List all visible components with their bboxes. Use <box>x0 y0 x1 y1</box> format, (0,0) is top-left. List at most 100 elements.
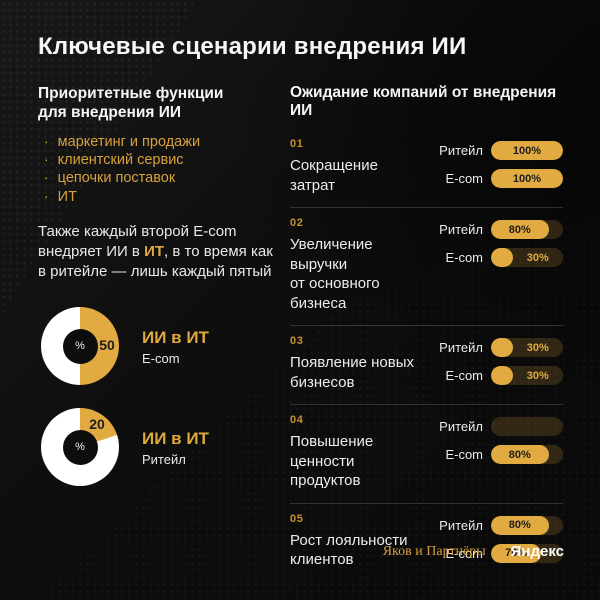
priority-functions-section: Приоритетные функции для внедрения ИИ · м… <box>38 84 278 281</box>
expectation-bars: Ритейл 100% E-com 100% <box>431 141 563 195</box>
expectation-title: Рост лояльности клиентов <box>290 531 408 569</box>
bar-series-label: E-com <box>445 447 483 462</box>
bar-fill <box>491 366 513 385</box>
expectation-number: 02 <box>290 217 304 229</box>
expectation-number: 04 <box>290 414 304 426</box>
x-separator-icon: × <box>494 544 502 559</box>
bar-row: E-com 30% <box>431 248 563 267</box>
list-item-label: ИТ <box>57 188 77 205</box>
donut-chart-ecom: % 50 ИИ в ИТ E-com <box>41 307 281 387</box>
donut-value: 50 <box>99 337 115 353</box>
bar-fill: 100% <box>491 169 563 188</box>
expectation-text: 05 Рост лояльности клиентов <box>290 513 431 570</box>
bar-row: E-com 80% <box>431 445 563 464</box>
donut-ring: % <box>41 408 119 486</box>
expectation-bars: Ритейл 30% E-com 30% <box>431 338 563 392</box>
bar-row: Ритейл <box>431 417 563 436</box>
expectation-number: 05 <box>290 512 304 525</box>
bar-series-label: E-com <box>445 368 483 383</box>
bar-row: E-com 70% <box>431 543 563 563</box>
expectation-number: 03 <box>290 335 304 347</box>
expectation-text: 04 Повышение ценности продуктов <box>290 414 431 491</box>
bar-pill <box>491 417 563 436</box>
expectation-number: 01 <box>290 138 304 150</box>
footer-brands: Яков и Партнёры × Яндекс <box>383 543 564 560</box>
expectation-text: 02 Увеличение выручки от основного бизне… <box>290 217 431 313</box>
bullet-dot: · <box>44 169 49 186</box>
expectation-item: 01 Сокращение затрат Ритейл 100% E-com 100% <box>290 129 563 208</box>
bar-pill: 70% <box>491 543 563 563</box>
bar-value: 80% <box>508 448 531 461</box>
page-title: Ключевые сценарии внедрения ИИ <box>38 33 467 60</box>
bar-value: 30% <box>526 251 549 264</box>
bar-row: E-com 100% <box>431 169 563 188</box>
bar-row: E-com 30% <box>431 366 563 385</box>
bar-value: 70% <box>505 547 528 559</box>
note-text: , в то время как в ритейле — лишь каждый… <box>38 242 273 280</box>
bullet-dot: · <box>44 187 49 204</box>
bar-series-label: E-com <box>445 250 483 265</box>
list-item-label: маркетинг и продажи <box>57 133 201 150</box>
bullet-dot: · <box>44 151 49 168</box>
priority-functions-list: · маркетинг и продажи · клиентский сервис … <box>38 133 278 206</box>
partner-logo: Яков и Партнёры <box>382 543 486 559</box>
bar-row: Ритейл 30% <box>431 338 563 357</box>
donut-ring: % <box>41 307 119 385</box>
expectation-title: Появление новых бизнесов <box>290 354 415 391</box>
expectation-item: 03 Появление новых бизнесов Ритейл 30% E-c… <box>290 326 563 405</box>
bar-pill: 80% <box>491 220 563 239</box>
expectation-title: Увеличение выручки от основного бизнеса <box>290 236 380 312</box>
bar-fill: 70% <box>491 543 542 563</box>
expectation-bars: Ритейл E-com 80% <box>431 417 563 491</box>
bar-fill: 80% <box>491 515 549 535</box>
expectation-title: Повышение ценности продуктов <box>290 433 374 489</box>
bar-value: 100% <box>512 172 542 185</box>
donut-center-label: % <box>75 441 85 453</box>
bar-pill: 30% <box>491 338 563 357</box>
yandex-logo: Яндекс <box>510 543 564 560</box>
bar-value: 80% <box>508 519 531 531</box>
note-text: Также каждый второй E-com внедряет ИИ в <box>38 222 237 260</box>
donut-labels: ИИ в ИТ Ритейл <box>142 429 209 467</box>
bar-series-label: Ритейл <box>439 517 483 533</box>
donut-series-label: ИИ в ИТ <box>142 328 209 347</box>
expectation-bars: Ритейл 80% E-com 70% <box>431 515 563 570</box>
bar-series-label: Ритейл <box>439 419 483 434</box>
bar-fill <box>491 248 513 267</box>
bar-pill: 100% <box>491 141 563 160</box>
bar-pill: 80% <box>491 515 563 535</box>
bullet-dot: · <box>44 132 49 149</box>
bar-fill: 100% <box>491 141 563 160</box>
bar-row: Ритейл 100% <box>431 141 563 160</box>
note-highlight: ИТ <box>144 242 165 260</box>
priority-functions-heading: Приоритетные функции для внедрения ИИ <box>38 85 224 122</box>
list-item: · клиентский сервис <box>38 151 278 169</box>
expectation-text: 03 Появление новых бизнесов <box>290 335 431 392</box>
bar-value: 30% <box>526 369 549 382</box>
bar-pill: 100% <box>491 169 563 188</box>
donut-center: % <box>62 328 98 364</box>
expectation-item: 05 Рост лояльности клиентов Ритейл 80% E-c… <box>290 504 563 582</box>
list-item: · ИТ <box>38 188 278 206</box>
expectation-text: 01 Сокращение затрат <box>290 138 431 195</box>
bar-series-label: E-com <box>445 545 483 561</box>
note-paragraph: Также каждый второй E-com внедряет ИИ в … <box>38 222 276 281</box>
expectation-title: Сокращение затрат <box>290 157 378 194</box>
donut-value: 20 <box>89 416 105 432</box>
list-item-label: цепочки поставок <box>57 170 176 187</box>
bar-row: Ритейл 80% <box>431 515 563 535</box>
list-item: · маркетинг и продажи <box>38 133 278 151</box>
donut-center-label: % <box>75 340 85 352</box>
bar-series-label: Ритейл <box>439 340 483 355</box>
bar-pill: 30% <box>491 366 563 385</box>
expectations-heading: Ожидание компаний от внедрения ИИ <box>290 84 557 119</box>
bar-series-label: Ритейл <box>439 222 483 237</box>
bar-row: Ритейл 80% <box>431 220 563 239</box>
expectations-section: Ожидание компаний от внедрения ИИ 01 Сок… <box>290 84 563 582</box>
donut-series-label: ИИ в ИТ <box>142 429 209 448</box>
bar-fill: 80% <box>491 445 549 464</box>
list-item-label: клиентский сервис <box>57 152 184 169</box>
bar-value: 80% <box>508 223 531 236</box>
bar-value: 30% <box>526 341 549 354</box>
